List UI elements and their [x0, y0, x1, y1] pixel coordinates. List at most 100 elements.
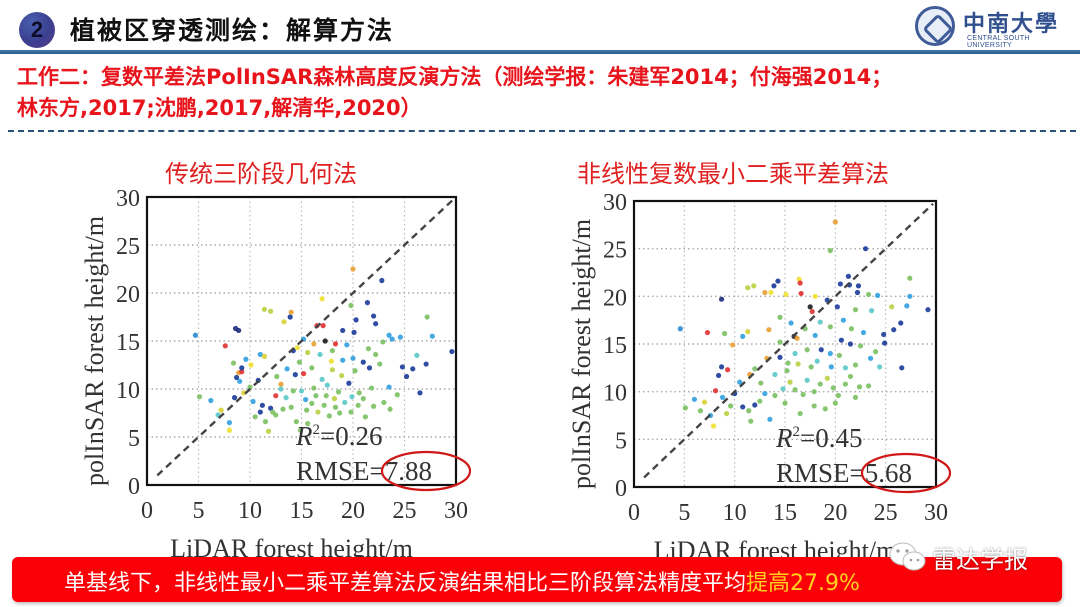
rmse-highlight-circle [860, 452, 952, 494]
data-point [712, 388, 719, 394]
data-point [332, 404, 339, 410]
data-point [766, 327, 772, 333]
data-point [827, 247, 833, 254]
data-point [348, 409, 354, 415]
data-point [234, 374, 240, 381]
university-emblem-icon [915, 6, 955, 46]
data-point [682, 405, 688, 411]
data-point [250, 398, 256, 405]
university-name-en: CENTRAL SOUTH UNIVERSITY [967, 35, 1030, 49]
conclusion-highlight: 提高27.9% [746, 571, 860, 596]
data-point [380, 339, 386, 345]
data-point [335, 389, 342, 395]
data-point [771, 283, 777, 289]
watermark-text: 雷达学报 [932, 546, 1028, 574]
data-point [867, 355, 874, 361]
data-point [319, 296, 325, 302]
y-tick-label: 5 [128, 426, 140, 452]
grid [634, 201, 936, 487]
data-point [262, 419, 269, 425]
data-point [860, 329, 867, 336]
data-point [757, 398, 763, 404]
data-point [788, 320, 794, 326]
data-point [792, 350, 798, 357]
x-tick-label: 5 [678, 500, 690, 526]
data-point [762, 289, 768, 296]
data-point [373, 321, 379, 327]
data-point [329, 348, 335, 354]
data-point [222, 343, 228, 349]
data-point [329, 367, 335, 373]
data-point [208, 397, 214, 404]
data-point [832, 400, 838, 406]
data-point [814, 358, 820, 364]
data-point [296, 359, 303, 365]
data-point [809, 308, 815, 315]
data-point [722, 330, 728, 337]
page-title: 植被区穿透测绘：解算方法 [70, 16, 395, 45]
data-point [877, 364, 883, 370]
data-point [777, 354, 783, 360]
data-point [278, 386, 284, 392]
data-point [403, 373, 410, 380]
one-to-one-line [643, 202, 934, 479]
data-point [305, 420, 311, 427]
data-point [259, 402, 265, 408]
data-point [311, 341, 317, 347]
data-point [303, 396, 309, 403]
data-point [248, 362, 254, 368]
x-tick-label: 30 [924, 500, 948, 526]
data-point [287, 314, 293, 320]
data-point [772, 392, 778, 399]
data-point [261, 353, 268, 359]
data-point [326, 413, 332, 419]
y-tick-label: 0 [615, 476, 627, 502]
data-point [847, 373, 854, 380]
y-tick-label: 20 [116, 282, 140, 308]
x-tick-label: 0 [628, 500, 640, 526]
data-point [274, 373, 280, 380]
data-point [811, 389, 817, 395]
data-point [785, 360, 791, 366]
data-point [818, 347, 824, 353]
data-point [882, 340, 888, 346]
data-point [352, 368, 358, 374]
data-point [847, 341, 854, 347]
r-squared-annotation: R2=0.45 [775, 423, 862, 453]
data-point [386, 332, 392, 338]
data-point [284, 366, 290, 372]
data-point [340, 357, 346, 363]
data-point [842, 381, 849, 387]
data-point [379, 277, 385, 284]
y-tick-label: 25 [116, 234, 140, 260]
work-subtitle: 工作二：复数平差法PolInSAR森林高度反演方法（测绘学报：朱建军2014；付… [17, 62, 1077, 124]
subtitle-line-1: 工作二：复数平差法PolInSAR森林高度反演方法（测绘学报：朱建军2014；付… [17, 65, 893, 89]
data-point [889, 304, 895, 310]
x-tick-label: 15 [290, 498, 314, 524]
data-point [373, 351, 379, 358]
wechat-icon [889, 542, 926, 571]
data-point [196, 394, 203, 400]
data-point [192, 332, 199, 338]
data-point [239, 369, 245, 375]
data-point [298, 388, 305, 394]
rmse-annotation: RMSE=5.68 [776, 458, 912, 488]
data-point [800, 391, 806, 398]
x-tick-label: 30 [444, 498, 468, 524]
data-point [252, 414, 258, 420]
data-point [230, 360, 237, 366]
data-point [907, 275, 913, 281]
data-point [362, 414, 368, 420]
data-point [332, 341, 339, 347]
data-point [740, 404, 746, 410]
data-point [288, 309, 294, 315]
data-point [881, 331, 887, 338]
data-point [812, 332, 818, 339]
data-point [304, 407, 310, 413]
university-logo: 中南大學 CENTRAL SOUTH UNIVERSITY [915, 6, 1075, 49]
data-point [300, 371, 307, 377]
data-point [278, 381, 284, 387]
